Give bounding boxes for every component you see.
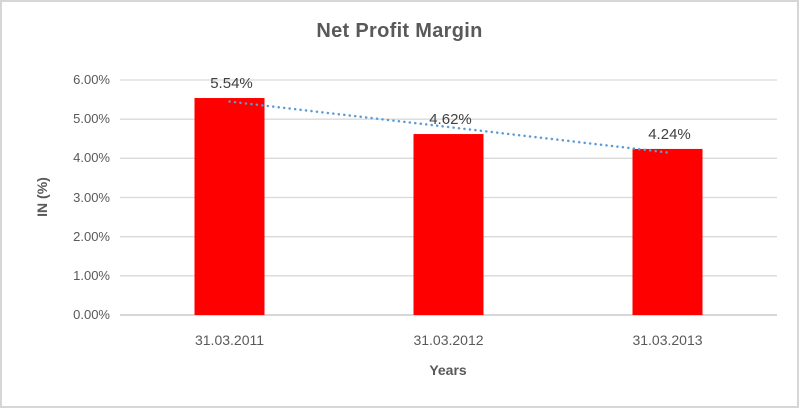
chart-title: Net Profit Margin xyxy=(316,20,483,42)
x-tick-label: 31.03.2013 xyxy=(632,332,703,348)
y-tick-label: 4.00% xyxy=(73,150,110,166)
y-tick-label: 2.00% xyxy=(73,228,110,244)
y-tick-label: 6.00% xyxy=(73,72,110,87)
bar-31.03.2013 xyxy=(632,148,703,315)
y-tick-label: 5.00% xyxy=(73,111,110,127)
data-label: 4.62% xyxy=(429,111,472,129)
data-label: 5.54% xyxy=(210,75,253,93)
x-tick-label: 31.03.2012 xyxy=(413,332,484,348)
x-axis-title: Years xyxy=(429,362,467,378)
y-tick-label: 3.00% xyxy=(73,189,110,205)
y-tick-label: 1.00% xyxy=(73,267,110,283)
data-label: 4.24% xyxy=(648,125,691,143)
x-tick-label: 31.03.2011 xyxy=(194,332,265,348)
y-tick-label: 0.00% xyxy=(73,307,110,322)
bar-31.03.2012 xyxy=(413,134,484,315)
bar-31.03.2011 xyxy=(194,98,265,316)
trendline xyxy=(228,100,669,154)
